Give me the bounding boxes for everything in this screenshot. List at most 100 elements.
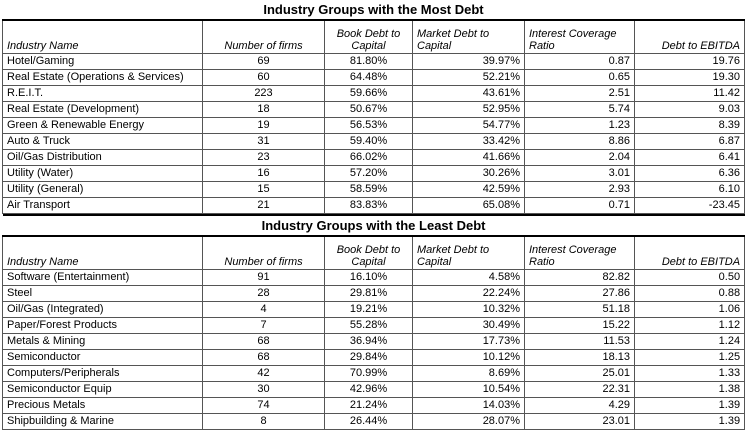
industry-name: Semiconductor xyxy=(2,349,203,366)
data-row: Utility (General) 15 58.59% 42.59% 2.93 6.10 xyxy=(2,181,745,198)
title-row: Industry Groups with the Least Debt xyxy=(2,214,745,237)
header-line: Capital xyxy=(351,40,386,52)
cell-value: 31 xyxy=(202,133,325,150)
industry-name: Shipbuilding & Marine xyxy=(2,413,203,430)
header-line: Interest Coverage xyxy=(529,28,617,40)
cell-value: 6.10 xyxy=(634,181,745,198)
cell-value: 52.95% xyxy=(412,101,525,118)
header-line: Debt to EBITDA xyxy=(661,256,741,268)
data-row: Oil/Gas Distribution 23 66.02% 41.66% 2.04 6.… xyxy=(2,149,745,166)
cell-value: 8.86 xyxy=(524,133,635,150)
data-table: Industry Groups with the Most Debt Indust… xyxy=(2,0,745,214)
cell-value: 25.01 xyxy=(524,365,635,382)
title-row: Industry Groups with the Most Debt xyxy=(2,0,745,21)
cell-value: 55.28% xyxy=(324,317,413,334)
cell-value: 16 xyxy=(202,165,325,182)
column-header: Market Debt to Capital xyxy=(412,235,525,270)
cell-value: 82.82 xyxy=(524,269,635,286)
industry-name: Real Estate (Development) xyxy=(2,101,203,118)
cell-value: 68 xyxy=(202,333,325,350)
cell-value: 223 xyxy=(202,85,325,102)
cell-value: 5.74 xyxy=(524,101,635,118)
cell-value: 66.02% xyxy=(324,149,413,166)
cell-value: 91 xyxy=(202,269,325,286)
industry-name: Computers/Peripherals xyxy=(2,365,203,382)
data-row: Green & Renewable Energy 19 56.53% 54.77% 1.… xyxy=(2,117,745,134)
cell-value: 33.42% xyxy=(412,133,525,150)
cell-value: 0.87 xyxy=(524,53,635,70)
cell-value: 50.67% xyxy=(324,101,413,118)
industry-name: Hotel/Gaming xyxy=(2,53,203,70)
cell-value: 64.48% xyxy=(324,69,413,86)
column-header: Book Debt to Capital xyxy=(324,19,413,54)
cell-value: 29.84% xyxy=(324,349,413,366)
header-line: Ratio xyxy=(529,40,555,52)
cell-value: 59.66% xyxy=(324,85,413,102)
cell-value: 19.76 xyxy=(634,53,745,70)
column-header: Number of firms xyxy=(202,19,325,54)
cell-value: 11.42 xyxy=(634,85,745,102)
cell-value: 4 xyxy=(202,301,325,318)
cell-value: 0.88 xyxy=(633,285,746,302)
cell-value: 22.31 xyxy=(524,381,635,398)
cell-value: 9.03 xyxy=(634,101,745,118)
header-row: Industry Name Number of firms Book Debt to… xyxy=(2,235,746,270)
industry-name: Oil/Gas Distribution xyxy=(2,149,203,166)
industry-name: Green & Renewable Energy xyxy=(2,117,203,134)
data-row: Semiconductor Equip 30 42.96% 10.54% 22.31 1.… xyxy=(2,381,746,398)
cell-value: 15.22 xyxy=(524,317,635,334)
header-line: Number of firms xyxy=(224,256,303,268)
industry-name: Auto & Truck xyxy=(2,133,203,150)
data-row: Metals & Mining 68 36.94% 17.73% 11.53 1.24 xyxy=(2,333,746,350)
cell-value: -23.45 xyxy=(634,197,745,214)
cell-value: 43.61% xyxy=(412,85,525,102)
cell-value: 59.40% xyxy=(324,133,413,150)
industry-name: Software (Entertainment) xyxy=(2,269,203,286)
header-line: Book Debt to xyxy=(336,244,401,256)
cell-value: 68 xyxy=(202,349,325,366)
cell-value: 39.97% xyxy=(412,53,525,70)
cell-value: 65.08% xyxy=(412,197,525,214)
data-row: Utility (Water) 16 57.20% 30.26% 3.01 6.36 xyxy=(2,165,745,182)
header-line: Industry Name xyxy=(7,40,79,52)
column-header: Interest Coverage Ratio xyxy=(524,235,635,270)
cell-value: 11.53 xyxy=(524,333,635,350)
industry-name: Real Estate (Operations & Services) xyxy=(2,69,203,86)
industry-name: Utility (General) xyxy=(2,181,203,198)
data-row: Oil/Gas (Integrated) 4 19.21% 10.32% 51.18 1.… xyxy=(2,301,746,318)
industry-name: Paper/Forest Products xyxy=(2,317,203,334)
cell-value: 30 xyxy=(202,381,325,398)
header-line: Book Debt to xyxy=(336,28,401,40)
industry-name: Utility (Water) xyxy=(2,165,203,182)
cell-value: 0.71 xyxy=(524,197,635,214)
cell-value: 58.59% xyxy=(324,181,413,198)
cell-value: 1.24 xyxy=(633,333,746,350)
header-row: Industry Name Number of firms Book Debt to… xyxy=(2,19,745,54)
industry-name: Oil/Gas (Integrated) xyxy=(2,301,203,318)
cell-value: 27.86 xyxy=(524,285,635,302)
cell-value: 1.12 xyxy=(633,317,746,334)
cell-value: 54.77% xyxy=(412,117,525,134)
cell-value: 29.81% xyxy=(324,285,413,302)
cell-value: 30.26% xyxy=(412,165,525,182)
data-row: R.E.I.T. 223 59.66% 43.61% 2.51 11.42 xyxy=(2,85,745,102)
cell-value: 0.50 xyxy=(633,269,746,286)
data-row: Computers/Peripherals 42 70.99% 8.69% 25.01 1… xyxy=(2,365,746,382)
section-title: Industry Groups with the Most Debt xyxy=(2,0,745,21)
cell-value: 19 xyxy=(202,117,325,134)
data-row: Hotel/Gaming 69 81.80% 39.97% 0.87 19.76 xyxy=(2,53,745,70)
header-line: Capital xyxy=(417,256,452,268)
cell-value: 6.36 xyxy=(634,165,745,182)
cell-value: 2.51 xyxy=(524,85,635,102)
cell-value: 15 xyxy=(202,181,325,198)
cell-value: 10.54% xyxy=(412,381,525,398)
data-row: Real Estate (Development) 18 50.67% 52.95% 5… xyxy=(2,101,745,118)
cell-value: 81.80% xyxy=(324,53,413,70)
cell-value: 23.01 xyxy=(524,413,635,430)
cell-value: 14.03% xyxy=(412,397,525,414)
cell-value: 74 xyxy=(202,397,325,414)
data-row: Precious Metals 74 21.24% 14.03% 4.29 1.39 xyxy=(2,397,746,414)
cell-value: 30.49% xyxy=(412,317,525,334)
cell-value: 18.13 xyxy=(524,349,635,366)
